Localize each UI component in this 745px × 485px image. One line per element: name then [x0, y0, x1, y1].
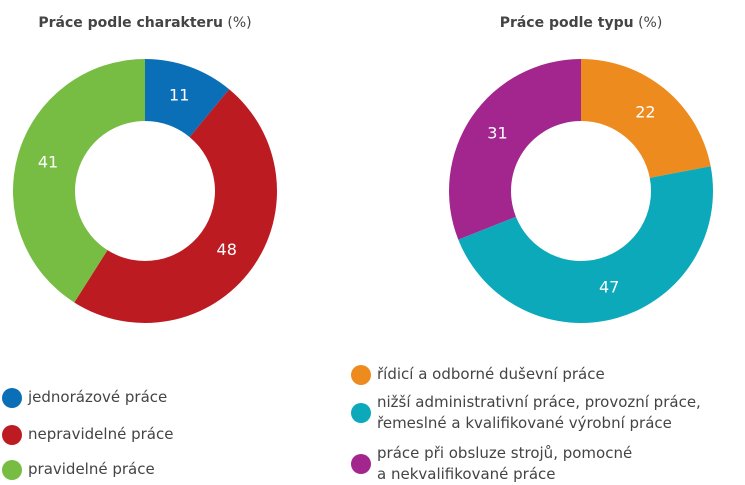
- title-unit: (%): [638, 15, 662, 31]
- legend-item: řídicí a odborné duševní práce: [351, 364, 741, 385]
- donut-segment: [13, 59, 145, 303]
- value-label: 22: [635, 103, 655, 122]
- value-label: 31: [487, 124, 507, 143]
- legend-label: řídicí a odborné duševní práce: [377, 365, 605, 383]
- value-label: 48: [217, 240, 237, 259]
- legend-label: jednorázové práce: [28, 388, 168, 406]
- donut-segment: [145, 59, 230, 138]
- legend-swatch: [351, 454, 371, 474]
- legend-item: pravidelné práce: [2, 459, 155, 480]
- legend-item: nižší administrativní práce, provozní pr…: [351, 392, 741, 434]
- legend-item: nepravidelné práce: [2, 424, 173, 445]
- legend-swatch: [351, 403, 371, 423]
- legend-swatch: [2, 425, 22, 445]
- donut-segment: [458, 166, 713, 323]
- legend-label: nižší administrativní práce, provozní pr…: [377, 393, 701, 432]
- value-label: 47: [599, 277, 619, 296]
- legend-item: jednorázové práce: [2, 387, 167, 408]
- value-label: 11: [169, 85, 189, 104]
- legend-label: práce při obsluze strojů, pomocné a nekv…: [377, 444, 633, 483]
- title-text: Práce podle charakteru: [38, 15, 223, 31]
- donut-segment: [74, 89, 278, 323]
- legend-item: práce při obsluze strojů, pomocné a nekv…: [351, 443, 651, 485]
- title-unit: (%): [227, 15, 251, 31]
- legend-label: nepravidelné práce: [28, 425, 174, 443]
- chart-title: Práce podle typu (%): [500, 15, 663, 31]
- value-label: 41: [38, 152, 58, 171]
- legend-swatch: [2, 460, 22, 480]
- legend-label: pravidelné práce: [28, 460, 155, 478]
- legend-swatch: [2, 388, 22, 408]
- donut-segment: [449, 59, 581, 240]
- donut-segment: [581, 59, 711, 178]
- title-text: Práce podle typu: [500, 15, 634, 31]
- legend-swatch: [351, 365, 371, 385]
- chart-title: Práce podle charakteru (%): [38, 15, 251, 31]
